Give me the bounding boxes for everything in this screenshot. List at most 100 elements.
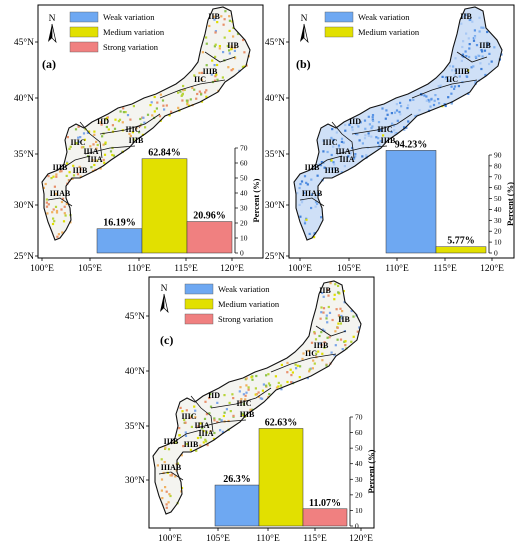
panel-c: 45°N 40°N 35°N 30°N 100°E 105°E 110°E 115°E 120°… [125,276,376,544]
raster-cell [368,123,371,126]
zone-boundary [270,353,337,373]
raster-cell [56,235,59,238]
raster-cell [486,41,489,44]
bar-chart: 26.3% 62.63% 11.07% 0 10 20 30 40 50 60 70 Percent … [214,413,376,531]
raster-cell [167,501,170,504]
raster-cell [138,131,141,134]
raster-cell [473,29,476,32]
legend-label: Medium variation [103,27,165,37]
lon-label: 105°E [206,533,230,544]
raster-cell [274,375,277,378]
raster-cell [196,436,200,440]
region-label: IIIC [70,138,85,147]
raster-cell [331,318,334,322]
raster-cell [216,63,219,67]
bar-1 [385,150,437,254]
raster-cell [65,174,68,177]
raster-cell [55,209,59,213]
raster-cell [320,331,323,334]
raster-cell [243,51,246,54]
raster-cell [322,311,325,314]
raster-cell [44,182,47,186]
raster-cell [448,65,452,68]
raster-cell [119,110,122,113]
north-arrow-icon [160,294,164,312]
raster-cell [179,90,182,93]
zone-boundary [159,79,226,99]
raster-cell [351,126,354,129]
raster-cell [193,74,196,77]
raster-cell [479,62,482,65]
raster-cell [412,98,415,101]
lon-label: 105°E [78,263,102,274]
raster-cell [416,113,419,116]
raster-cell [303,191,306,195]
raster-cell [330,153,333,157]
raster-cell [199,436,202,439]
raster-cell [403,126,406,129]
raster-cell [337,314,340,317]
raster-cell [371,125,374,128]
raster-cell [437,98,440,101]
raster-cell [289,368,292,371]
legend-label: Weak variation [358,12,410,22]
bar-chart: 16.19% 62.84% 20.96% 0 10 20 30 40 50 60 70 Percent… [96,144,261,258]
raster-cell [453,74,456,77]
raster-cell [261,397,264,400]
raster-cell [379,140,382,143]
raster-cell [224,10,227,13]
raster-cell [160,478,164,481]
raster-cell [377,137,380,140]
raster-cell [190,414,193,417]
raster-cell [433,99,436,102]
raster-cell [348,123,351,126]
raster-cell [142,116,145,119]
raster-cell [57,233,60,236]
raster-cell [313,232,316,235]
raster-cell [367,132,370,135]
raster-cell [337,291,340,294]
raster-cell [347,155,350,158]
raster-cell [216,401,219,404]
raster-cell [372,119,375,122]
raster-cell [275,386,279,389]
raster-cell [86,131,89,134]
raster-cell [340,314,343,318]
raster-cell [93,133,96,136]
region-label: IIIB [455,67,470,76]
raster-cell [65,202,68,205]
study-area-boundary [152,280,362,515]
y-tick-label: 10 [494,238,502,247]
raster-cell [221,76,224,79]
raster-cell [80,146,83,149]
zone-boundary [59,155,91,171]
raster-cell [467,92,470,95]
raster-cell [164,447,167,450]
raster-cell [395,132,398,135]
raster-cell [469,18,472,21]
raster-cell [156,101,159,104]
raster-cell [493,46,496,49]
raster-cell [484,73,487,77]
raster-cell [321,359,324,362]
raster-cell [113,127,117,130]
raster-cell [295,367,298,370]
raster-cell [395,103,398,106]
raster-cell [162,104,165,107]
region-label: IIIC [125,125,140,134]
raster-cell [161,497,164,500]
raster-cell [236,32,240,35]
raster-cell [487,43,490,46]
raster-cell [259,397,262,400]
raster-cell [286,380,289,384]
raster-cell [205,36,208,39]
north-arrow-icon [300,24,304,42]
raster-cell [242,393,245,396]
raster-cell [228,19,231,22]
raster-cell [239,386,242,389]
raster-cell [277,381,280,384]
raster-cell [197,425,200,428]
raster-cell [465,55,468,58]
raster-cell [254,387,257,390]
raster-cell [228,15,231,18]
